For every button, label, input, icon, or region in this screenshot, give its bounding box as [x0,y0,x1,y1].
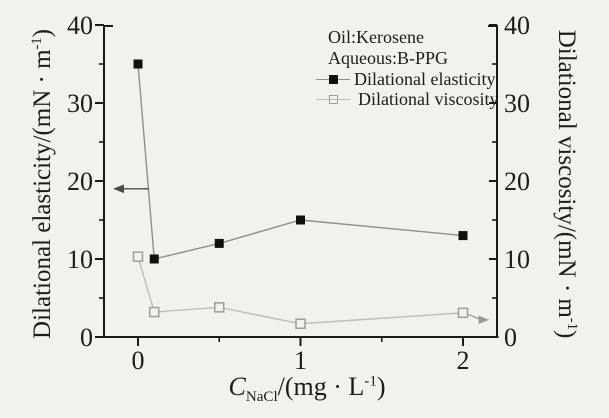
y-right-axis-title-sup: -1 [564,317,581,330]
y-left-axis-title: Dilational elasticity/(mN · m-1) [25,29,57,339]
y-right-axis-title-end: ) [552,329,580,339]
x-axis-units-end: ) [376,372,386,401]
y-left-axis-title-text: Dilational elasticity/(mN · m [29,49,57,339]
condition-aqueous: Aqueous:B-PPG [328,48,449,68]
x-axis-title: CNaCl/(mg · L-1) [228,372,385,406]
dilational-elasticity-marker [458,231,468,241]
condition-note: Oil:Kerosene Aqueous:B-PPG [328,27,448,69]
x-tick-label: 1 [294,346,307,375]
x-axis-variable-sub: NaCl [245,389,278,406]
y-left-tick-label: 30 [67,89,93,118]
dilational-elasticity-marker [214,238,224,248]
y-right-tick-label: 40 [504,11,530,40]
open-square-icon [329,94,338,104]
dilational-viscosity-marker [149,306,160,318]
legend-label-viscosity: Dilational viscosity [358,89,499,109]
left-arrow-icon [113,184,124,194]
viscosity-legend-line [316,98,350,100]
y-left-tick-label: 20 [67,167,93,196]
y-right-axis-title: Dilational viscosity/(mN · m-1) [552,29,584,339]
legend-item-viscosity: Dilational viscosity [314,89,498,109]
dilational-viscosity-marker [214,302,225,313]
y-left-axis-title-end: ) [29,29,57,38]
condition-oil: Oil:Kerosene [328,27,424,47]
y-left-tick-label: 40 [67,11,93,40]
y-right-tick-label: 20 [504,167,530,196]
x-tick-label: 0 [132,346,145,375]
x-axis-variable: C [228,372,246,401]
y-left-tick-label: 10 [67,245,93,274]
y-right-tick-label: 0 [504,323,517,352]
dilational-elasticity-marker [133,59,143,69]
legend-label-elasticity: Dilational elasticity [354,69,496,89]
y-right-axis-title-text: Dilational viscosity/(mN · m [552,29,580,318]
filled-square-icon [329,74,338,84]
dilational-viscosity-marker [132,251,144,262]
viscosity-legend-marker [314,93,354,105]
y-left-tick-label: 0 [80,323,93,352]
right-arrow-icon [478,315,489,325]
dilational-viscosity-marker [295,318,306,329]
x-axis-units: /(mg · L [277,372,365,401]
dilational-elasticity-marker [149,254,159,264]
y-right-tick-label: 30 [504,89,530,118]
dilational-viscosity-marker [457,307,469,319]
elasticity-legend-marker [314,73,354,85]
y-right-tick-label: 10 [504,245,530,274]
dilational-elasticity-marker [296,215,305,225]
dilational-viscosity-line [137,256,464,325]
legend-item-elasticity: Dilational elasticity [314,69,498,89]
y-left-axis-title-sup: -1 [28,37,45,50]
x-tick-label: 2 [457,346,470,375]
legend: Dilational elasticity Dilational viscosi… [314,69,498,109]
x-axis-units-sup: -1 [364,373,377,390]
right-axis-arrow-line [467,313,480,320]
